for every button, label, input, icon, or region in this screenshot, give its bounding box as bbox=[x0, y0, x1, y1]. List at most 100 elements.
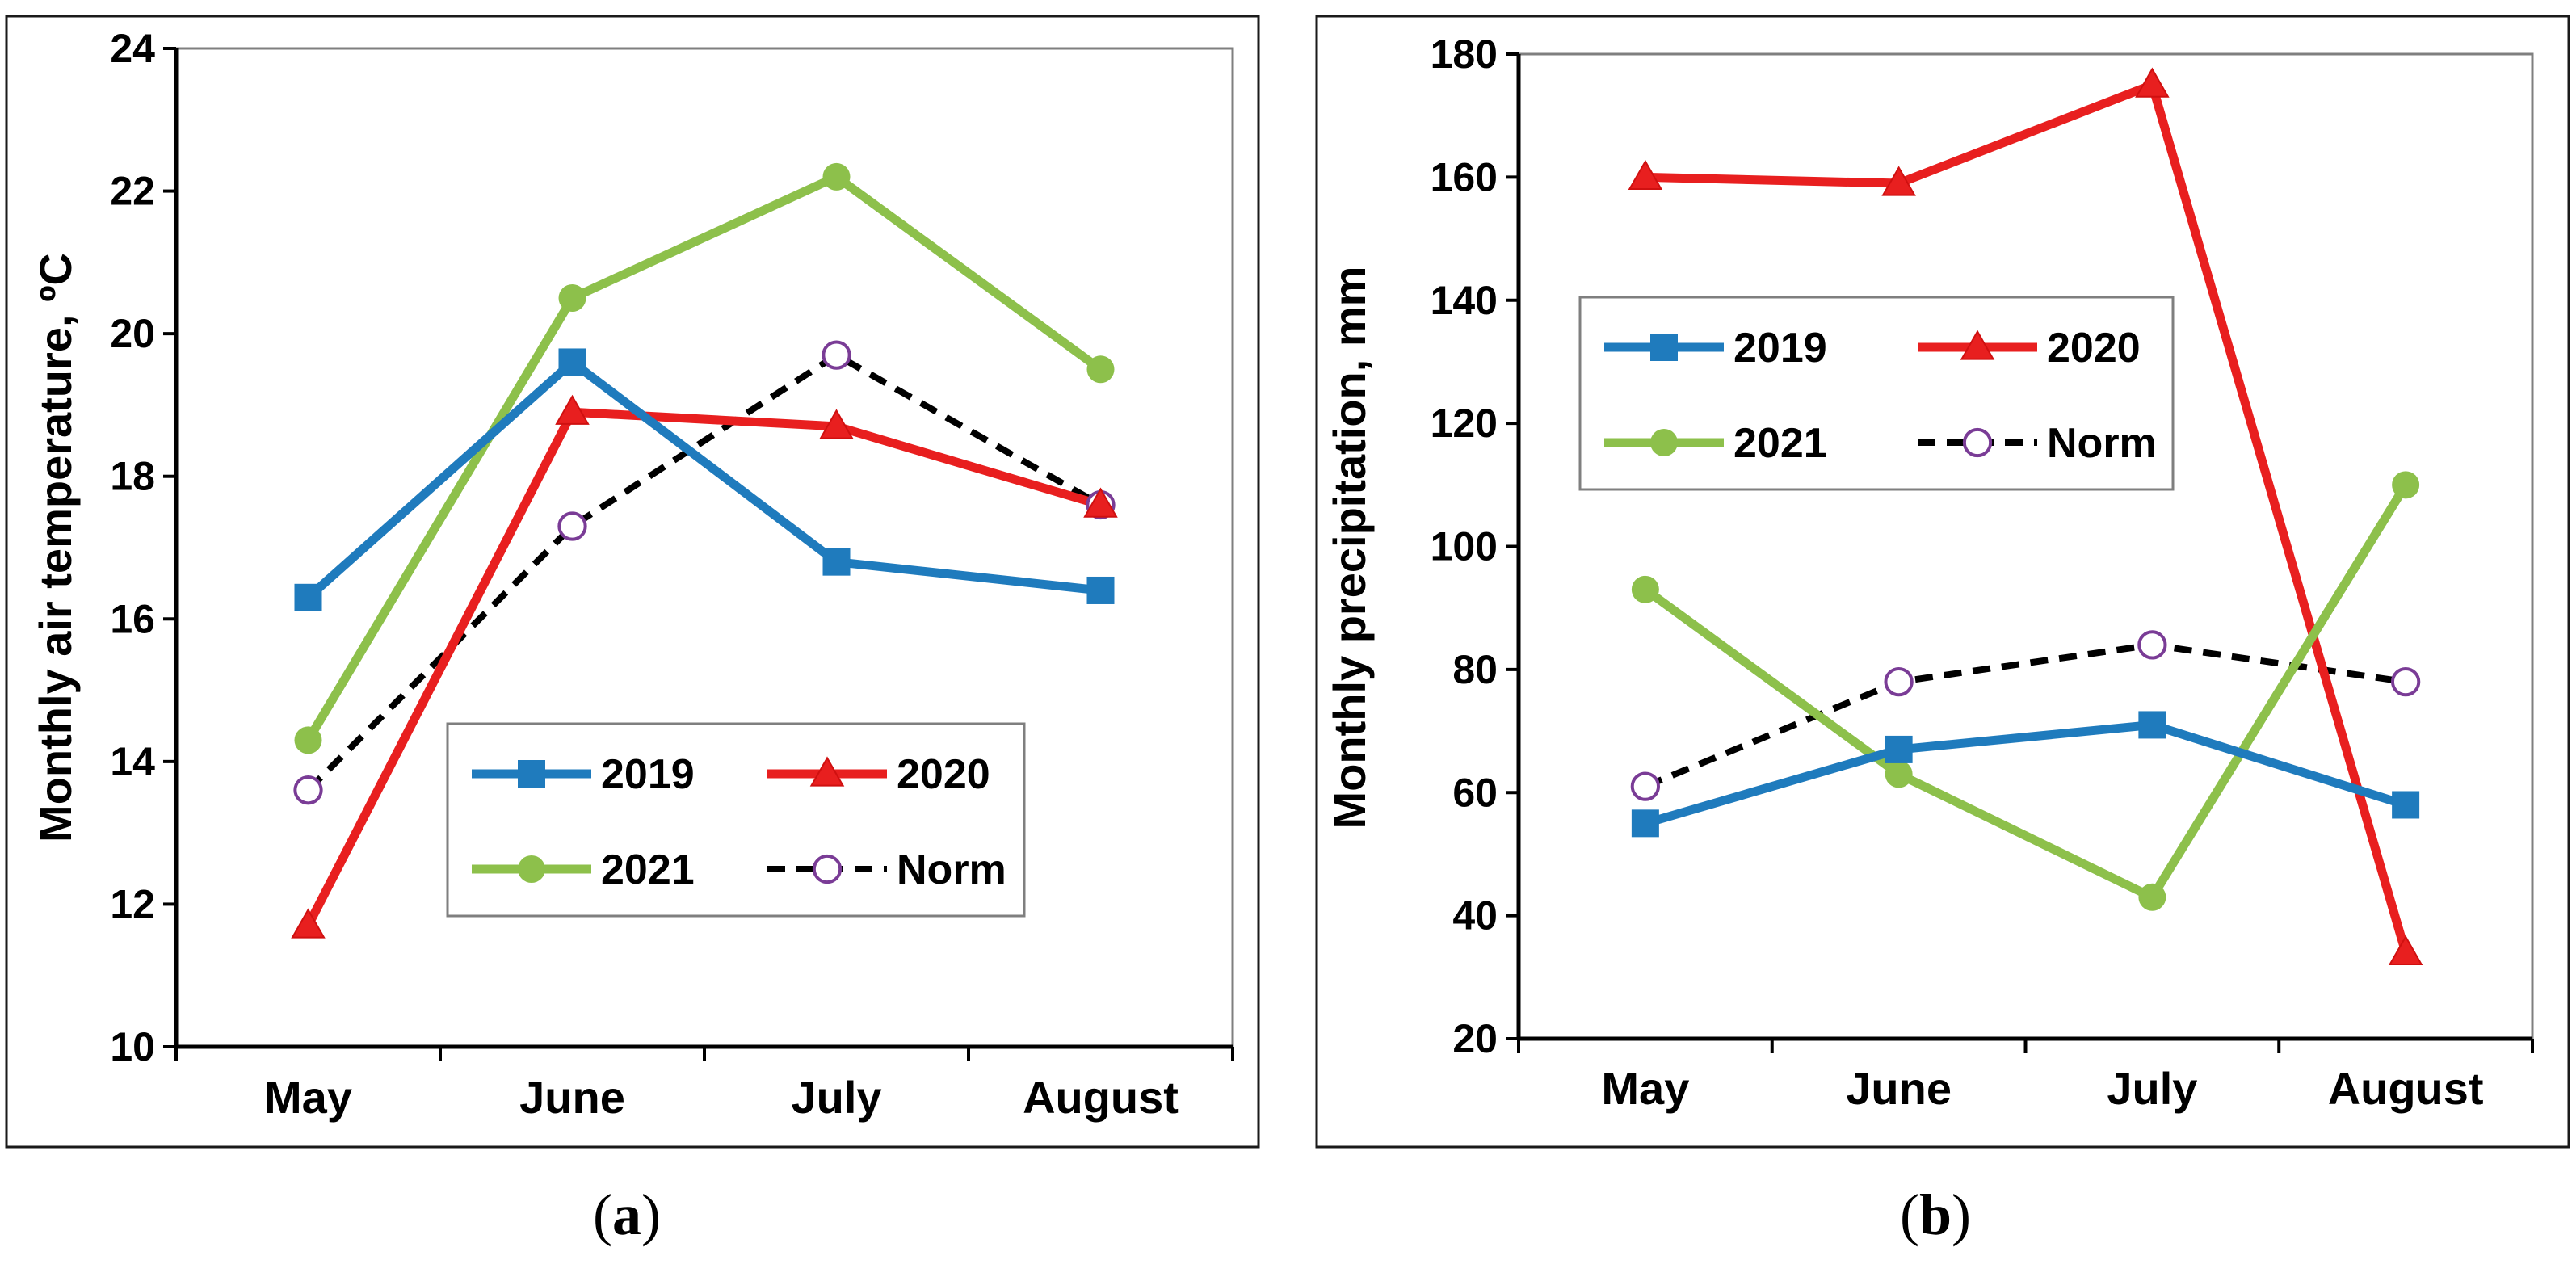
legend-label: 2021 bbox=[601, 846, 695, 893]
y-tick-label: 80 bbox=[1452, 647, 1498, 692]
x-tick-label: May bbox=[1601, 1063, 1689, 1114]
marker-Norm bbox=[293, 775, 323, 805]
series-line-Norm bbox=[305, 351, 1103, 793]
y-tick-label: 12 bbox=[110, 881, 155, 926]
legend-entry-2021: 2021 bbox=[1604, 420, 1827, 467]
caption-paren: ( bbox=[1900, 1182, 1919, 1247]
marker-2020 bbox=[1960, 330, 1995, 360]
marker-Norm bbox=[812, 854, 843, 884]
marker-2021 bbox=[1885, 760, 1913, 788]
series-group bbox=[1628, 67, 2423, 965]
plot-area bbox=[1517, 52, 2534, 1040]
marker-2020 bbox=[809, 756, 845, 787]
marker-2020 bbox=[555, 394, 590, 425]
marker-2019 bbox=[1086, 576, 1115, 604]
marker-2021 bbox=[558, 284, 586, 312]
legend-label: 2020 bbox=[897, 751, 990, 798]
marker-2019 bbox=[1631, 809, 1659, 838]
marker-2020 bbox=[2135, 67, 2170, 98]
y-tick-label: 24 bbox=[110, 26, 155, 71]
chart-frame bbox=[5, 15, 1260, 1149]
x-tick-label: July bbox=[791, 1072, 881, 1123]
legend-label: 2021 bbox=[1733, 420, 1827, 467]
marker-Norm bbox=[1884, 666, 1914, 697]
marker-2020 bbox=[1083, 487, 1118, 518]
x-tick-label: June bbox=[519, 1072, 625, 1123]
y-tick-label: 22 bbox=[110, 169, 155, 214]
marker-2019 bbox=[2138, 711, 2166, 739]
caption-paren: ( bbox=[593, 1182, 612, 1247]
panel-caption: (b) bbox=[1900, 1182, 1971, 1247]
marker-Norm bbox=[2390, 666, 2421, 697]
y-tick-label: 20 bbox=[110, 311, 155, 356]
marker-2020 bbox=[1881, 166, 1916, 196]
x-tick-label: August bbox=[1023, 1072, 1179, 1123]
marker-2021 bbox=[822, 162, 851, 191]
x-tick-label: August bbox=[2328, 1063, 2484, 1114]
legend-label: Norm bbox=[897, 846, 1006, 893]
marker-2019 bbox=[294, 583, 322, 611]
marker-2020 bbox=[819, 409, 854, 439]
series-line-2019 bbox=[1644, 720, 2407, 828]
marker-2019 bbox=[558, 348, 586, 376]
chart-panel-a: 10 12 14 16 18 20 22 24 May June July August Monthly… bbox=[5, 15, 1260, 1247]
marker-2020 bbox=[1628, 159, 1663, 191]
legend-entry-2019: 2019 bbox=[1604, 325, 1827, 372]
y-tick-label: 10 bbox=[110, 1024, 155, 1069]
marker-2020 bbox=[2388, 934, 2423, 965]
series-line-2020 bbox=[1645, 80, 2410, 954]
marker-2019 bbox=[1650, 334, 1678, 361]
marker-2019 bbox=[822, 548, 851, 576]
marker-2020 bbox=[291, 908, 326, 939]
marker-2021 bbox=[2392, 471, 2420, 499]
y-tick-label: 16 bbox=[110, 596, 155, 641]
legend-box bbox=[446, 722, 1026, 918]
y-tick-label: 160 bbox=[1431, 154, 1498, 200]
marker-Norm bbox=[1962, 427, 1993, 458]
marker-2021 bbox=[1086, 355, 1115, 384]
series-line-2021 bbox=[304, 172, 1103, 743]
chart-panel-b: 20 40 60 80 100 120 140 160 180 May June July August… bbox=[1315, 15, 2570, 1247]
y-tick-label: 20 bbox=[1452, 1016, 1498, 1061]
y-tick-label: 14 bbox=[110, 739, 155, 784]
caption-paren: ) bbox=[1952, 1182, 1971, 1247]
marker-2019 bbox=[518, 760, 545, 788]
legend-entry-Norm: Norm bbox=[767, 846, 1006, 893]
marker-2021 bbox=[1631, 575, 1659, 603]
marker-Norm bbox=[822, 340, 851, 370]
legend-label: 2019 bbox=[601, 751, 695, 798]
marker-2021 bbox=[2138, 883, 2166, 911]
caption-letter: a bbox=[612, 1182, 641, 1247]
panel-caption: (a) bbox=[593, 1182, 661, 1247]
caption-paren: ) bbox=[641, 1182, 661, 1247]
marker-Norm bbox=[2137, 630, 2167, 660]
x-tick-label: June bbox=[1846, 1063, 1952, 1114]
legend-entry-2020: 2020 bbox=[767, 751, 990, 798]
legend-entry-2020: 2020 bbox=[1918, 325, 2141, 372]
marker-2019 bbox=[1885, 735, 1913, 763]
marker-Norm bbox=[1630, 771, 1661, 801]
marker-2021 bbox=[518, 855, 545, 883]
marker-2019 bbox=[2392, 791, 2420, 819]
y-axis-title: Monthly air temperature, ºC bbox=[30, 253, 81, 842]
caption-letter: b bbox=[1919, 1182, 1952, 1247]
legend-label: 2019 bbox=[1733, 325, 1827, 372]
y-tick-label: 140 bbox=[1431, 278, 1498, 323]
legend-label: 2020 bbox=[2047, 325, 2141, 372]
y-tick-label: 100 bbox=[1431, 524, 1498, 569]
legend-entry-2021: 2021 bbox=[472, 846, 695, 893]
y-tick-label: 120 bbox=[1431, 401, 1498, 446]
y-tick-label: 18 bbox=[110, 454, 155, 499]
marker-2021 bbox=[1650, 429, 1678, 456]
chart-frame bbox=[1315, 15, 2570, 1149]
series-group bbox=[291, 162, 1118, 939]
x-tick-label: July bbox=[2107, 1063, 2197, 1114]
legend: 2019 2020 2021 Norm bbox=[446, 722, 1026, 918]
y-axis-title: Monthly precipitation, mm bbox=[1324, 267, 1375, 830]
y-tick-label: 60 bbox=[1452, 770, 1498, 815]
marker-Norm bbox=[557, 511, 587, 541]
series-line-2019 bbox=[305, 357, 1102, 601]
legend-entry-Norm: Norm bbox=[1918, 420, 2157, 467]
y-tick-label: 40 bbox=[1452, 893, 1498, 939]
legend: 2019 2020 2021 Norm bbox=[1578, 296, 2175, 491]
